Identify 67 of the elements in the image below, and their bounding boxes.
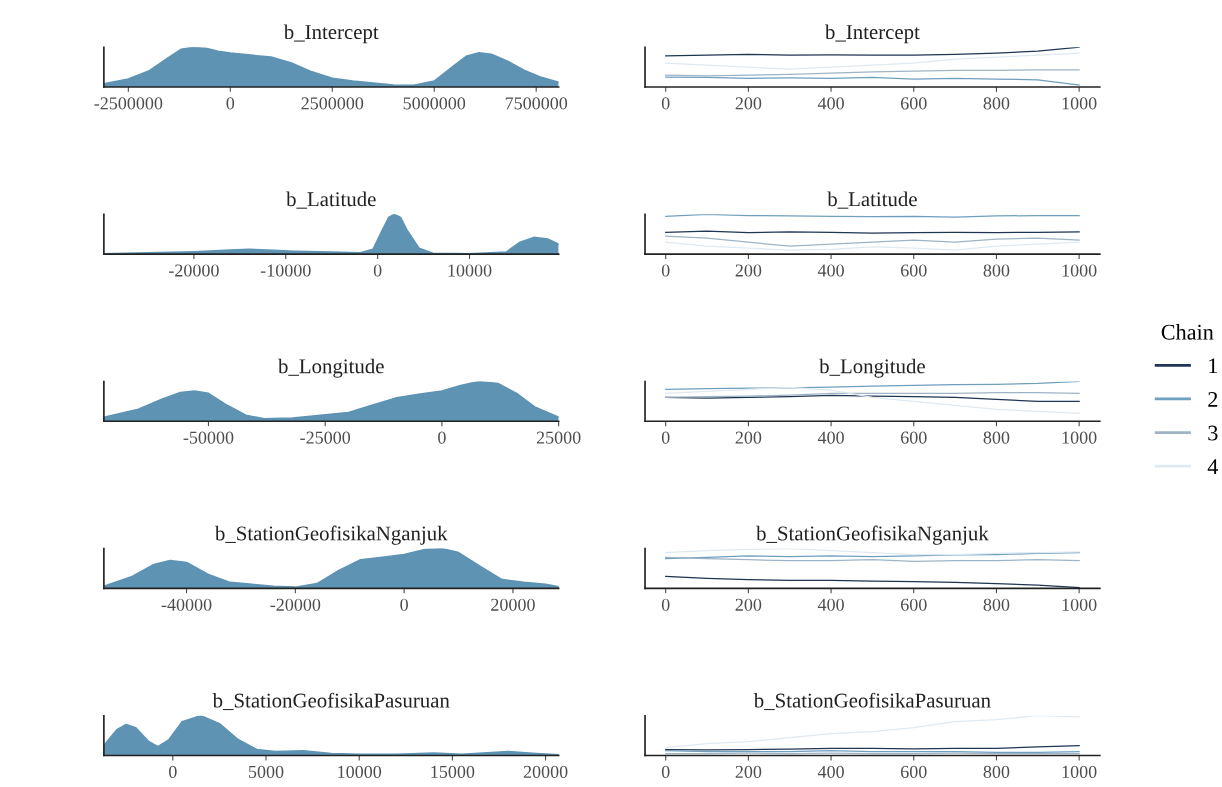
x-tick-label: 800 <box>983 264 1010 277</box>
x-tick-label: -40000 <box>161 598 212 611</box>
x-tick-label: 20000 <box>523 765 568 778</box>
x-tick-label: 0 <box>226 97 235 110</box>
chart-title: b_Latitude <box>286 191 376 209</box>
x-tick-label: 1000 <box>1062 264 1097 277</box>
chart-title: b_Intercept <box>283 24 379 44</box>
x-tick-label: 0 <box>373 264 382 277</box>
x-tick-label: 10000 <box>338 765 382 778</box>
legend-label: 2 <box>1208 392 1218 407</box>
x-tick-label: 1000 <box>1062 97 1097 110</box>
x-tick-label: 600 <box>900 765 927 778</box>
chart-title: b_Intercept <box>824 24 920 44</box>
legend-label: 3 <box>1208 425 1218 441</box>
x-tick-label: 0 <box>661 97 670 110</box>
x-tick-label: 0 <box>438 431 446 444</box>
x-tick-label: 25000 <box>536 431 581 444</box>
x-tick-label: 5000000 <box>403 97 466 110</box>
x-tick-label: 200 <box>735 431 762 444</box>
x-tick-label: 1000 <box>1062 765 1097 778</box>
x-tick-label: 400 <box>817 598 844 611</box>
x-tick-label: 15000 <box>431 765 475 778</box>
x-tick-label: 0 <box>661 264 670 277</box>
x-tick-label: 400 <box>817 97 844 110</box>
x-tick-label: 200 <box>735 765 762 778</box>
x-tick-label: 200 <box>735 598 762 611</box>
x-tick-label: 400 <box>817 264 844 277</box>
x-tick-label: -2500000 <box>94 97 163 110</box>
chart-title: b_Latitude <box>827 191 917 209</box>
x-tick-label: -20000 <box>270 598 321 611</box>
x-tick-label: 600 <box>900 264 927 277</box>
x-tick-label: 600 <box>900 598 927 611</box>
x-tick-label: 0 <box>661 598 670 611</box>
x-tick-label: 800 <box>983 598 1010 611</box>
x-tick-label: 600 <box>900 431 927 444</box>
chart-title: b_StationGeofisikaNganjuk <box>756 525 989 545</box>
x-tick-label: 1000 <box>1062 431 1097 444</box>
chart-title: b_Longitude <box>819 358 925 378</box>
x-tick-label: 0 <box>661 431 670 444</box>
legend-label: 4 <box>1207 459 1219 474</box>
x-tick-label: 800 <box>983 97 1010 110</box>
x-tick-label: 600 <box>900 97 927 110</box>
x-tick-label: -25000 <box>300 431 351 444</box>
x-tick-label: 200 <box>735 264 762 277</box>
x-tick-label: 2500000 <box>301 97 364 110</box>
legend-title: Chain <box>1161 324 1214 340</box>
x-tick-label: -10000 <box>260 264 311 277</box>
x-tick-label: 0 <box>661 765 670 778</box>
x-tick-label: 1000 <box>1062 598 1097 611</box>
x-tick-label: 20000 <box>491 598 535 611</box>
x-tick-label: 10000 <box>448 264 492 277</box>
legend-label: 1 <box>1209 358 1218 374</box>
x-tick-label: 0 <box>400 598 408 611</box>
x-tick-label: 800 <box>983 431 1010 444</box>
x-tick-label: 400 <box>817 431 844 444</box>
x-tick-label: -50000 <box>183 431 234 444</box>
x-tick-label: -20000 <box>169 264 219 277</box>
x-tick-label: 800 <box>983 765 1010 778</box>
x-tick-label: 5000 <box>249 765 284 778</box>
x-tick-label: 200 <box>735 97 762 110</box>
x-tick-label: 400 <box>817 765 844 778</box>
chart-title: b_StationGeofisikaPasuruan <box>212 692 450 711</box>
chart-title: b_StationGeofisikaPasuruan <box>753 692 991 711</box>
x-tick-label: 0 <box>169 765 177 778</box>
chart-title: b_Longitude <box>278 358 384 378</box>
chart-title: b_StationGeofisikaNganjuk <box>214 525 448 545</box>
x-tick-label: 7500000 <box>505 97 568 110</box>
